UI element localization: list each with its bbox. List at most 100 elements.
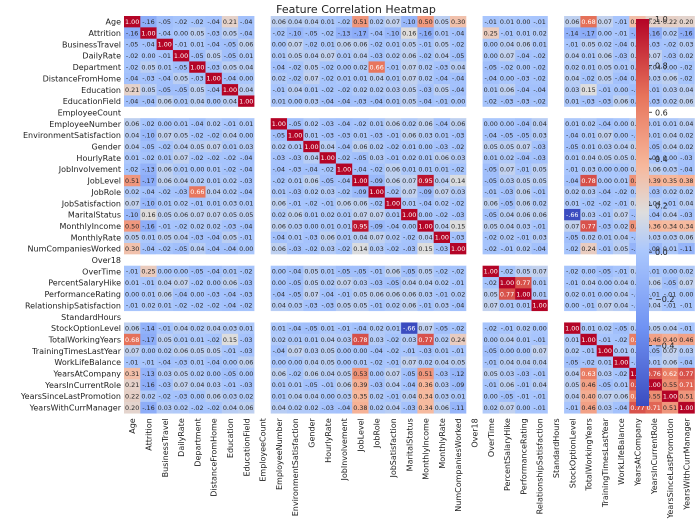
heatmap-cell <box>580 367 597 380</box>
cell-value-label: 0.77 <box>581 222 595 230</box>
heatmap-cell <box>156 345 174 357</box>
cell-value-label: 0.01 <box>272 52 286 60</box>
cell-value-label: -.01 <box>159 52 171 60</box>
heatmap-cell <box>238 345 255 357</box>
heatmap-cell <box>401 61 418 74</box>
cell-value-label: 0.07 <box>598 393 612 401</box>
cell-value-label: -.01 <box>370 268 382 276</box>
cell-value-label: 0.01 <box>321 18 335 26</box>
cell-value-label: -.02 <box>501 268 513 276</box>
heatmap-cell <box>433 265 451 278</box>
cell-value-label: -.05 <box>566 143 578 151</box>
cell-value-label: 0.00 <box>516 347 530 355</box>
heatmap-cell <box>156 231 174 244</box>
heatmap-cell <box>287 288 304 301</box>
cell-value-label: -.12 <box>452 370 464 378</box>
cell-value-label: -.03 <box>370 52 382 60</box>
heatmap-cell <box>254 345 271 357</box>
cell-value-label: 0.51 <box>663 404 677 412</box>
heatmap-cell <box>124 38 141 51</box>
cell-value-label: 0.01 <box>647 131 661 139</box>
heatmap-cell <box>417 61 434 74</box>
heatmap-cell <box>580 277 597 289</box>
cell-value-label: 1.00 <box>190 63 204 71</box>
cell-value-label: -.03 <box>305 302 317 310</box>
heatmap-cell <box>368 186 386 198</box>
heatmap-cell <box>352 333 369 346</box>
heatmap-cell <box>238 186 255 198</box>
cell-value-label: -.03 <box>403 404 415 412</box>
chart-title: Feature Correlation Heatmap <box>276 3 436 16</box>
heatmap-cell <box>678 16 695 28</box>
x-tick-label: YearsWithCurrManager <box>682 418 691 511</box>
cell-value-label: -.03 <box>436 245 448 253</box>
cell-value-label: 0.07 <box>533 347 547 355</box>
cell-value-label: -.03 <box>648 188 660 196</box>
heatmap-cell <box>352 231 369 244</box>
cell-value-label: 1.00 <box>679 404 693 412</box>
heatmap-cell <box>384 140 402 153</box>
y-tick-label: OverTime <box>82 267 121 276</box>
heatmap-cell <box>645 322 663 335</box>
heatmap-cell <box>629 401 646 414</box>
heatmap-cell <box>172 208 190 221</box>
cell-value-label: 0.06 <box>353 143 367 151</box>
heatmap-cell <box>189 118 206 130</box>
heatmap-cell <box>613 95 630 108</box>
cell-value-label: 1.00 <box>402 211 416 219</box>
cell-value-label: 1.00 <box>418 222 432 230</box>
heatmap-cell <box>172 84 190 96</box>
heatmap-cell <box>205 38 223 51</box>
heatmap-cell <box>335 129 353 142</box>
cell-value-label: 0.06 <box>353 41 367 49</box>
heatmap-cell <box>466 265 483 278</box>
heatmap-cell <box>335 367 353 380</box>
cell-value-label: -.02 <box>273 29 285 37</box>
heatmap-cell <box>417 345 434 357</box>
heatmap-cell <box>335 186 353 198</box>
cell-value-label: -.05 <box>452 52 464 60</box>
y-tick-label: MonthlyIncome <box>60 222 122 231</box>
heatmap-cell <box>287 163 304 176</box>
heatmap-cell <box>645 38 663 51</box>
heatmap-cell <box>384 265 402 278</box>
heatmap-cell <box>417 322 434 335</box>
heatmap-cell <box>466 311 483 323</box>
cell-value-label: -.03 <box>240 336 252 344</box>
heatmap-cell <box>124 231 141 244</box>
heatmap-cell <box>319 61 337 74</box>
heatmap-cell <box>172 220 190 232</box>
heatmap-cell <box>172 72 190 85</box>
heatmap-cell <box>303 288 320 301</box>
cell-value-label: -.03 <box>273 154 285 162</box>
cell-value-label: -.01 <box>615 29 627 37</box>
cell-value-label: -.05 <box>191 52 203 60</box>
cell-value-label: 0.03 <box>402 336 416 344</box>
heatmap-cell <box>319 367 337 380</box>
cell-value-label: 0.06 <box>337 381 351 389</box>
cell-value-label: -.04 <box>338 177 350 185</box>
cell-value-label: 0.06 <box>402 52 416 60</box>
heatmap-cell <box>661 16 679 28</box>
cell-value-label: -.01 <box>533 188 545 196</box>
heatmap-cell <box>531 140 549 153</box>
heatmap-cell <box>433 288 451 301</box>
cell-value-label: 0.04 <box>190 97 204 105</box>
heatmap-cell <box>189 231 206 244</box>
cell-value-label: -.04 <box>207 268 219 276</box>
cell-value-label: -.05 <box>175 245 187 253</box>
heatmap-cell <box>596 197 614 210</box>
cell-value-label: -.01 <box>648 154 660 162</box>
cell-value-label: -.03 <box>289 154 301 162</box>
cell-value-label: -.04 <box>387 222 399 230</box>
heatmap-cell <box>482 356 500 369</box>
heatmap-cell <box>270 174 288 187</box>
heatmap-cell <box>189 140 206 153</box>
heatmap-cell <box>515 140 532 153</box>
heatmap-cell <box>645 333 663 346</box>
heatmap-cell <box>205 61 223 74</box>
cell-value-label: 0.04 <box>500 41 514 49</box>
cell-value-label: -.01 <box>485 358 497 366</box>
cell-value-label: 0.02 <box>370 404 384 412</box>
heatmap-cell <box>205 379 223 391</box>
